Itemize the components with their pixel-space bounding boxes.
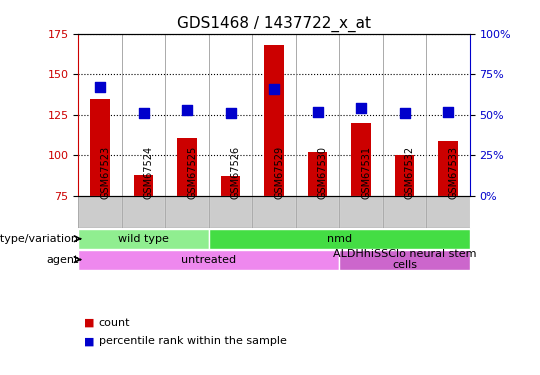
Text: GSM67531: GSM67531 (361, 146, 371, 199)
Bar (426, 196, 470, 228)
Bar (221, 176, 240, 196)
Bar (78, 229, 209, 249)
Point (357, 105, 366, 111)
Text: percentile rank within the sample: percentile rank within the sample (99, 336, 287, 346)
Text: nmd: nmd (327, 234, 352, 244)
Text: ALDHhiSSClo neural stem
cells: ALDHhiSSClo neural stem cells (333, 249, 476, 270)
Bar (177, 138, 197, 196)
Text: ■: ■ (84, 336, 94, 346)
Text: untreated: untreated (181, 255, 237, 265)
Bar (308, 152, 327, 196)
Text: GSM67529: GSM67529 (274, 146, 284, 199)
Bar (395, 155, 414, 196)
Bar (134, 175, 153, 196)
Bar (209, 229, 470, 249)
Text: GSM67524: GSM67524 (144, 146, 153, 199)
Bar (90, 99, 110, 196)
Bar (165, 196, 209, 228)
Text: wild type: wild type (118, 234, 169, 244)
Point (226, 110, 235, 116)
Text: genotype/variation: genotype/variation (0, 234, 78, 244)
Point (139, 110, 148, 116)
Text: GSM67526: GSM67526 (231, 146, 240, 199)
Text: count: count (99, 318, 130, 327)
Point (96, 84, 104, 90)
Text: GSM67525: GSM67525 (187, 146, 197, 199)
Text: GSM67530: GSM67530 (318, 146, 328, 199)
Bar (339, 196, 383, 228)
Text: GSM67523: GSM67523 (100, 146, 110, 199)
Bar (351, 123, 371, 196)
Bar (252, 196, 296, 228)
Bar (438, 141, 458, 196)
Point (444, 109, 453, 115)
Point (270, 86, 279, 92)
Point (400, 110, 409, 116)
Bar (122, 196, 165, 228)
Bar (264, 45, 284, 196)
Point (313, 109, 322, 115)
Bar (383, 196, 426, 228)
Point (183, 107, 191, 113)
Bar (296, 196, 339, 228)
Text: ■: ■ (84, 318, 94, 327)
Title: GDS1468 / 1437722_x_at: GDS1468 / 1437722_x_at (177, 16, 371, 32)
Text: agent: agent (46, 255, 78, 265)
Bar (339, 250, 470, 270)
Text: GSM67533: GSM67533 (448, 146, 458, 199)
Bar (78, 196, 122, 228)
Bar (209, 196, 252, 228)
Text: GSM67532: GSM67532 (404, 146, 415, 199)
Bar (78, 250, 339, 270)
